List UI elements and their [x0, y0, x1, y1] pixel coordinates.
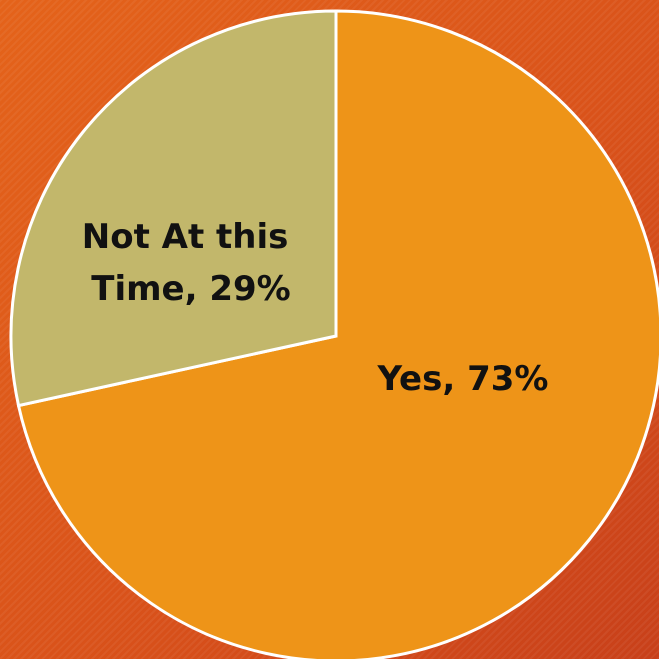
pie-slice-yes	[16, 9, 659, 659]
pie-slice-not-at-this-time	[9, 9, 338, 408]
slice-label-not-line2: Time, 29%	[91, 269, 290, 309]
slice-label-not-line1: Not At this	[82, 217, 289, 257]
slice-label-not-at-this-time: Not At this Time, 29%	[82, 217, 301, 309]
slice-label-yes: Yes, 73%	[377, 359, 549, 399]
